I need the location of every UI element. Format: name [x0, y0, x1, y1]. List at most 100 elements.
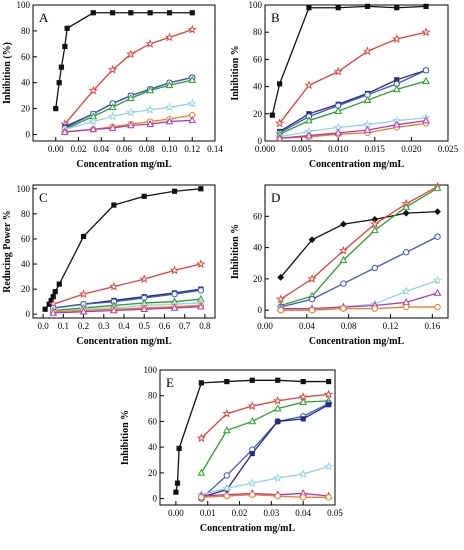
data-point	[394, 77, 400, 83]
data-point	[273, 395, 283, 405]
series-line	[280, 236, 438, 308]
x-tick-label: 0.1	[58, 321, 69, 331]
x-tick-label: 0.01	[200, 508, 216, 518]
data-point	[174, 480, 181, 486]
series-blue-circle	[198, 400, 332, 502]
data-point	[269, 112, 275, 118]
data-point	[334, 128, 343, 136]
data-point	[422, 76, 430, 84]
series-line	[279, 80, 427, 135]
series-orange-circle	[198, 491, 332, 501]
x-tick-label: 0.5	[139, 321, 151, 331]
series-line	[279, 117, 427, 138]
y-tick-label: 0	[258, 305, 263, 315]
series-line	[280, 185, 438, 300]
x-tick-label: 0.000	[255, 144, 276, 154]
data-point	[64, 25, 70, 31]
x-tick-label: 0.020	[401, 144, 422, 154]
series-line	[279, 69, 427, 134]
series-black-square	[53, 10, 195, 112]
y-tick-label: 60	[148, 416, 158, 426]
series-line	[271, 5, 427, 116]
data-point	[197, 468, 206, 476]
data-point	[333, 66, 343, 76]
data-point	[146, 119, 155, 127]
series-line	[201, 404, 329, 498]
data-point	[433, 288, 442, 296]
series-line	[53, 306, 201, 314]
panel-label: C	[39, 190, 48, 205]
data-point	[90, 10, 96, 16]
data-point	[42, 306, 48, 312]
x-tick-label: 0.16	[424, 321, 440, 331]
data-point	[189, 10, 195, 16]
series-red-star	[274, 27, 431, 128]
data-point	[58, 64, 65, 70]
series-black-diamond	[277, 208, 441, 281]
data-point	[423, 3, 429, 9]
data-point	[110, 306, 118, 314]
series-line	[279, 122, 427, 139]
series-line	[280, 306, 438, 311]
data-point	[274, 118, 285, 128]
series-black-square	[42, 186, 204, 312]
data-point	[111, 202, 117, 208]
data-point	[164, 102, 175, 112]
plot-frame	[159, 369, 336, 506]
x-axis-label: Concentration mg/mL	[200, 523, 296, 534]
x-tick-label: 0.04	[299, 321, 315, 331]
data-point	[49, 308, 58, 316]
data-point	[276, 294, 286, 304]
data-point	[166, 10, 173, 16]
data-point	[78, 289, 89, 299]
y-tick-label: 60	[253, 211, 263, 221]
data-point	[422, 116, 430, 124]
data-point	[53, 106, 59, 112]
data-point	[401, 286, 411, 296]
data-point	[370, 219, 380, 229]
x-tick-label: 0.7	[179, 321, 191, 331]
y-tick-label: 100	[17, 0, 31, 10]
data-point	[326, 378, 332, 385]
data-point	[248, 417, 257, 425]
data-point	[392, 120, 401, 128]
data-point	[364, 3, 371, 9]
data-point	[306, 5, 312, 11]
x-tick-label: 0.00	[168, 508, 184, 518]
data-point	[340, 280, 347, 287]
data-point	[370, 226, 379, 234]
x-tick-label: 0.04	[295, 508, 311, 518]
data-point	[402, 209, 410, 217]
data-point	[139, 274, 149, 284]
x-tick-label: 0.010	[328, 144, 349, 154]
panel-label: A	[39, 10, 49, 25]
data-point	[434, 208, 441, 215]
data-point	[79, 307, 88, 315]
data-point	[88, 116, 98, 126]
y-tick-label: 20	[253, 274, 263, 284]
data-point	[274, 492, 281, 500]
panel-label: E	[166, 375, 174, 390]
data-point	[196, 259, 206, 269]
data-point	[176, 445, 182, 452]
data-point	[147, 10, 153, 16]
data-point	[222, 408, 232, 418]
data-point	[165, 81, 174, 89]
data-point	[171, 188, 178, 194]
data-point	[187, 98, 197, 108]
series-navy-square	[198, 402, 332, 500]
x-tick-label: 0.015	[365, 144, 386, 154]
data-point	[335, 5, 341, 11]
data-point	[56, 80, 62, 86]
data-point	[340, 305, 347, 312]
series-line	[279, 69, 427, 133]
data-point	[188, 116, 197, 124]
data-point	[371, 264, 378, 272]
x-tick-label: 0.4	[118, 321, 130, 331]
data-point	[50, 294, 56, 300]
chart-panel-A: 0.00 0.02 0.04 0.06 0.08 0.10 0.12 0.14 0 20 40 60 8…	[2, 0, 223, 170]
plot-frame	[264, 184, 449, 319]
data-point	[433, 183, 442, 191]
data-point	[89, 125, 98, 133]
data-point	[141, 193, 147, 199]
